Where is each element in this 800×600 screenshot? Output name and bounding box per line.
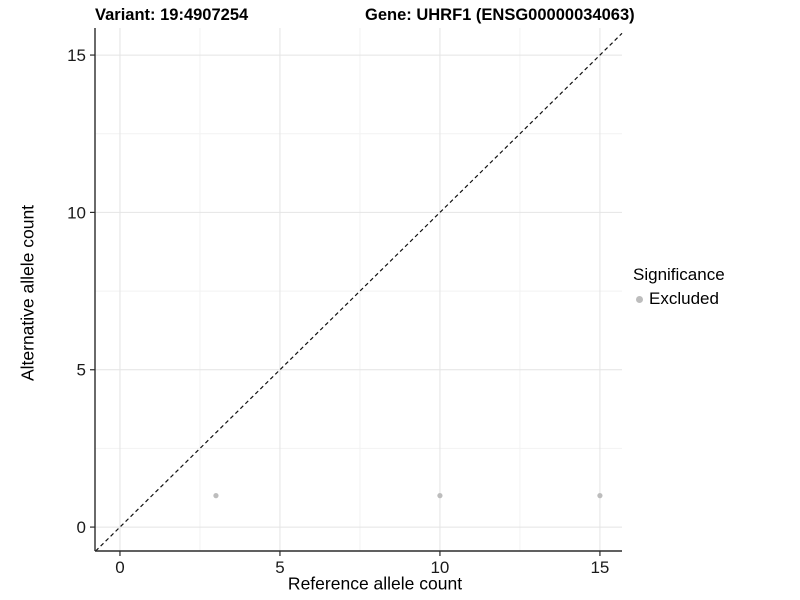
panel-background	[95, 28, 622, 551]
x-tick-label: 15	[590, 558, 609, 577]
legend: Significance Excluded	[633, 265, 725, 309]
data-point	[597, 493, 603, 499]
data-point	[213, 493, 219, 499]
x-tick-label: 5	[275, 558, 284, 577]
plot-title-gene: Gene: UHRF1 (ENSG00000034063)	[365, 6, 635, 24]
legend-item-excluded: Excluded	[636, 289, 725, 309]
data-point	[437, 493, 443, 499]
x-axis-title: Reference allele count	[287, 573, 463, 594]
y-axis-title: Alternative allele count	[17, 204, 38, 382]
y-tick-label: 10	[67, 203, 86, 222]
y-tick-label: 15	[67, 46, 86, 65]
plot-title-variant: Variant: 19:4907254	[95, 6, 249, 24]
x-tick-label: 0	[115, 558, 124, 577]
legend-title: Significance	[633, 265, 725, 284]
y-tick-label: 0	[77, 518, 86, 537]
y-tick-label: 5	[77, 361, 86, 380]
legend-point-icon	[636, 295, 643, 303]
x-tick-label: 10	[430, 558, 449, 577]
legend-item-label: Excluded	[649, 289, 719, 308]
